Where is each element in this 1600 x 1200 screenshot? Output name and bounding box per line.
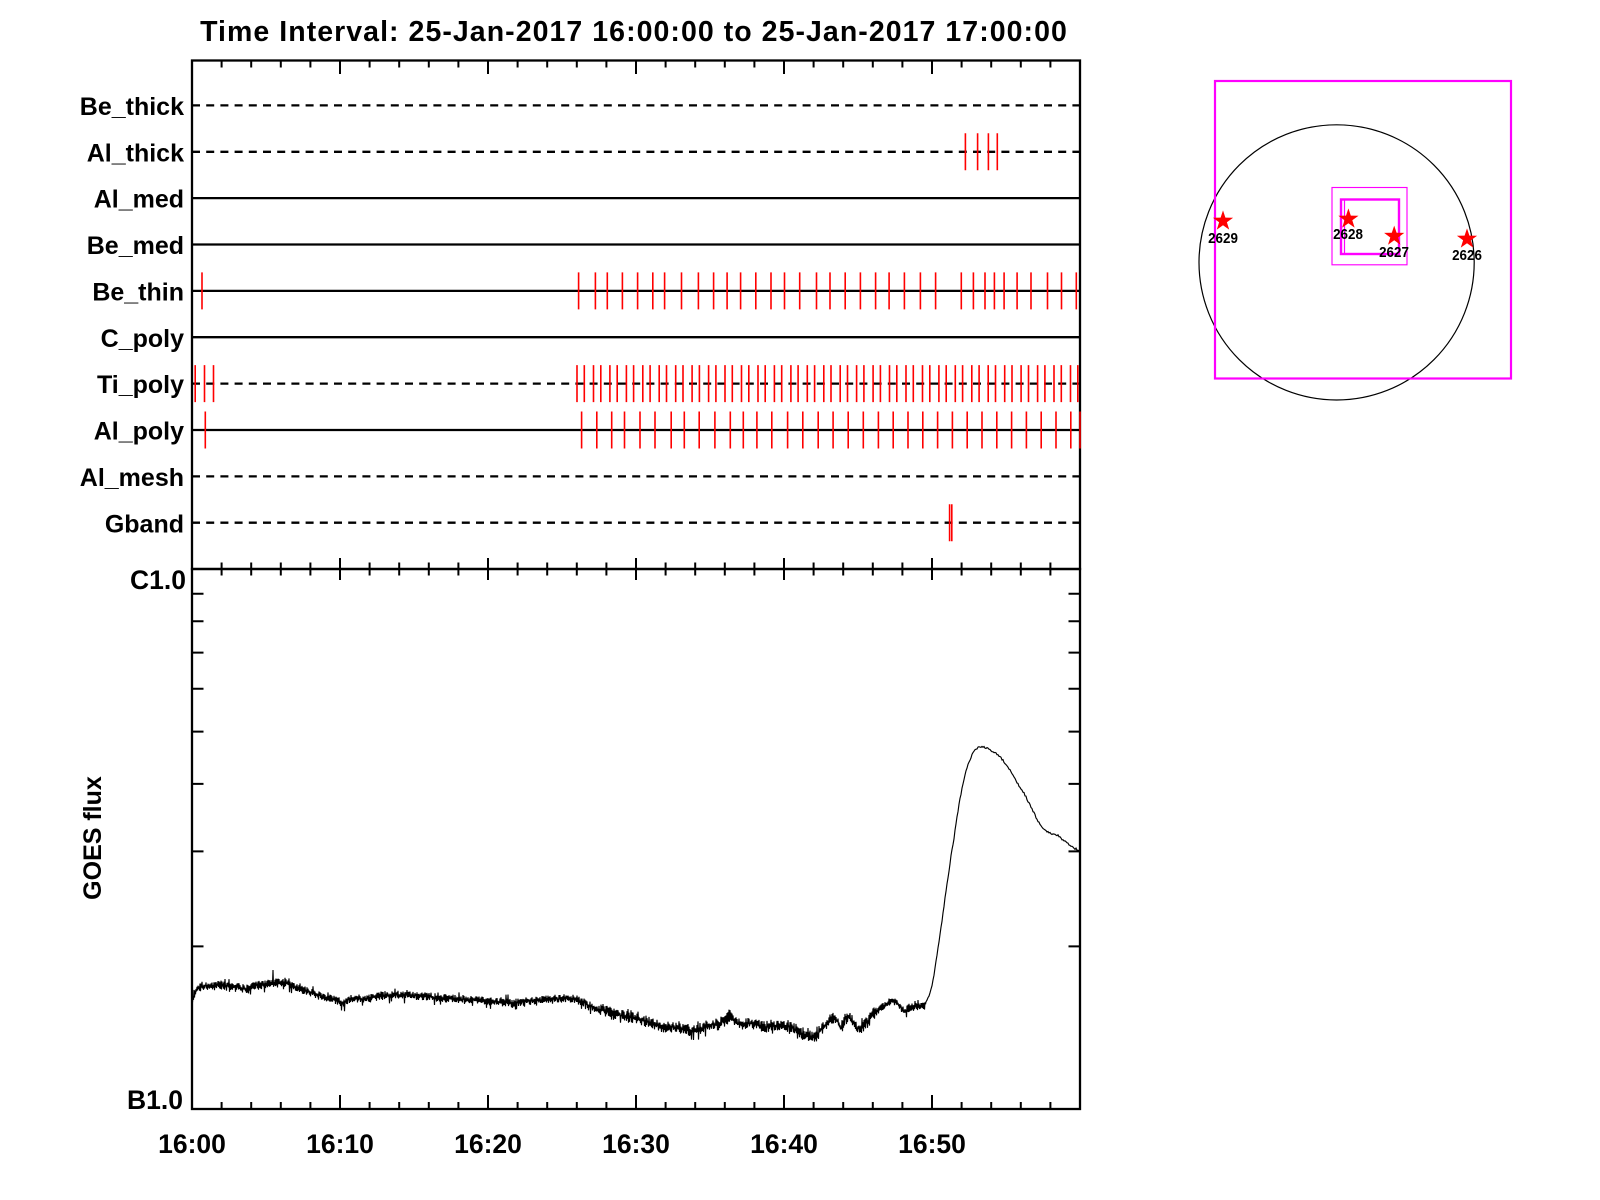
svg-text:2629: 2629 xyxy=(1208,231,1238,247)
svg-text:Al_mesh: Al_mesh xyxy=(80,464,184,492)
svg-text:2628: 2628 xyxy=(1333,227,1363,243)
svg-text:16:50: 16:50 xyxy=(898,1129,966,1159)
svg-text:Time Interval: 25-Jan-2017 16:: Time Interval: 25-Jan-2017 16:00:00 to 2… xyxy=(200,16,1068,48)
svg-text:GOES flux: GOES flux xyxy=(79,776,107,900)
svg-text:C1.0: C1.0 xyxy=(130,565,186,595)
svg-text:B1.0: B1.0 xyxy=(127,1085,183,1115)
svg-text:16:20: 16:20 xyxy=(454,1129,522,1159)
svg-text:16:10: 16:10 xyxy=(306,1129,374,1159)
svg-text:Be_thick: Be_thick xyxy=(80,93,184,121)
svg-text:C_poly: C_poly xyxy=(101,325,184,353)
svg-text:Be_med: Be_med xyxy=(87,232,184,260)
svg-text:2627: 2627 xyxy=(1379,245,1409,261)
svg-text:2626: 2626 xyxy=(1452,248,1482,264)
svg-text:Al_thick: Al_thick xyxy=(87,139,184,167)
svg-text:16:40: 16:40 xyxy=(750,1129,818,1159)
svg-text:Ti_poly: Ti_poly xyxy=(97,371,184,399)
svg-text:16:30: 16:30 xyxy=(602,1129,670,1159)
svg-text:16:00: 16:00 xyxy=(158,1129,226,1159)
svg-text:Gband: Gband xyxy=(105,510,184,538)
svg-text:Al_poly: Al_poly xyxy=(94,418,184,446)
svg-text:Al_med: Al_med xyxy=(94,186,184,214)
svg-text:Be_thin: Be_thin xyxy=(92,279,184,307)
